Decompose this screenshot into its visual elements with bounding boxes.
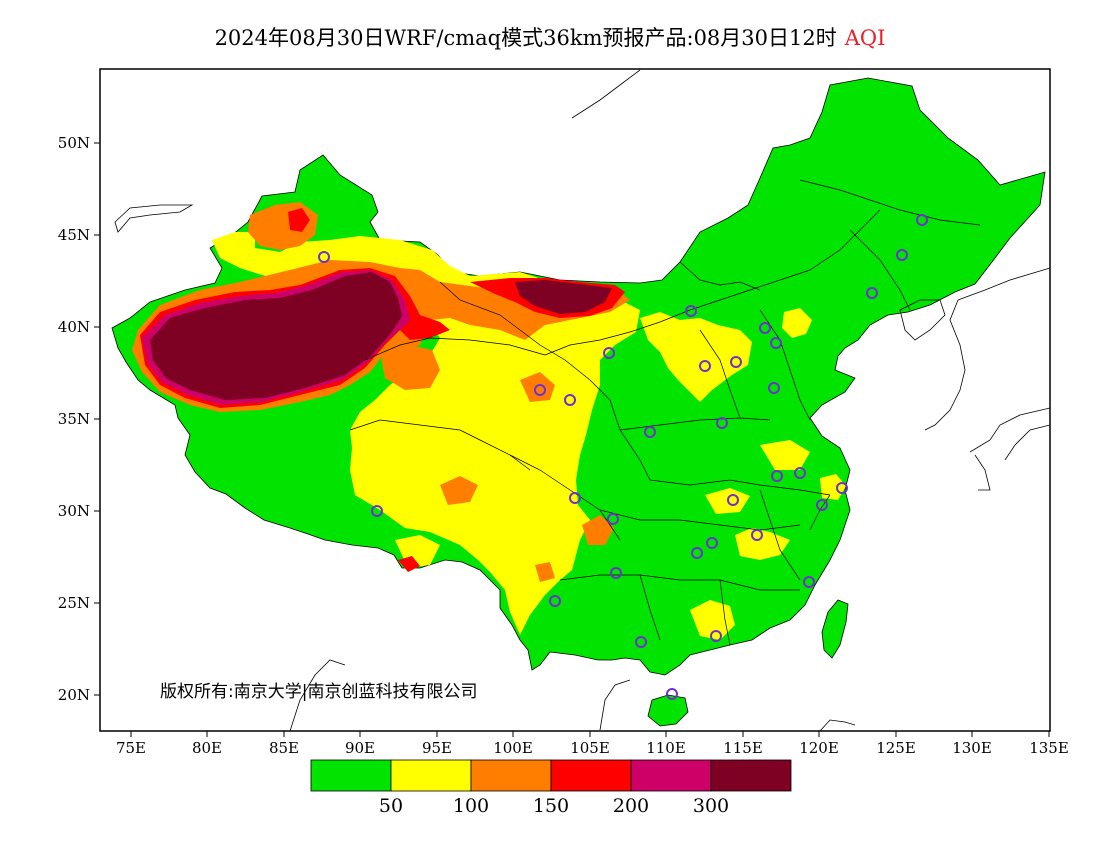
station-marker (771, 470, 783, 482)
x-tick-label: 110E (646, 739, 686, 757)
x-tick-label: 115E (723, 739, 763, 757)
x-tick-label: 120E (799, 739, 839, 757)
x-tick-label: 130E (952, 739, 992, 757)
colorbar-label: 100 (453, 795, 489, 817)
colorbar-label: 50 (379, 795, 403, 817)
colorbar-swatch-unhealthy (550, 759, 632, 792)
station-marker (768, 382, 780, 394)
station-marker (685, 305, 697, 317)
zone-unhealthy-patch-1 (288, 208, 310, 232)
y-tick-label: 30N (58, 502, 90, 520)
station-marker (691, 547, 703, 559)
station-marker (727, 494, 739, 506)
x-tick-label: 125E (876, 739, 916, 757)
station-marker (794, 467, 806, 479)
x-tick-label: 105E (570, 739, 610, 757)
title-text: 2024年08月30日WRF/cmaq模式36km预报产品:08月30日12时 (214, 26, 837, 50)
station-marker (666, 688, 678, 700)
colorbar-swatch-very-unhealthy (630, 759, 712, 792)
station-marker (699, 360, 711, 372)
station-marker (569, 492, 581, 504)
station-marker (635, 636, 647, 648)
station-marker (603, 347, 615, 359)
copyright-text: 版权所有:南京大学|南京创蓝科技有限公司 (160, 682, 477, 702)
zone-sensitive-patch-4 (520, 372, 555, 402)
x-tick-label: 90E (345, 739, 375, 757)
colorbar-label: 300 (693, 795, 729, 817)
station-marker (564, 394, 576, 406)
colorbar-labels: 50 100 150 200 300 (379, 795, 729, 817)
station-marker (896, 249, 908, 261)
station-marker (836, 482, 848, 494)
station-marker (803, 576, 815, 588)
zone-unhealthy-patch-2 (398, 556, 420, 572)
y-tick-label: 35N (58, 410, 90, 428)
colorbar-swatch-good (310, 759, 392, 792)
title-variable: AQI (844, 26, 886, 50)
foreign-coastlines (114, 69, 1050, 731)
x-tick-label: 80E (192, 739, 222, 757)
x-axis-labels: 75E 80E 85E 90E 95E 100E 105E 110E 115E … (116, 739, 1069, 757)
y-tick-label: 40N (58, 318, 90, 336)
x-tick-label: 85E (269, 739, 299, 757)
station-marker (710, 630, 722, 642)
station-marker (816, 499, 828, 511)
province-boundaries (349, 179, 981, 646)
station-marker (549, 595, 561, 607)
station-marker (371, 505, 383, 517)
station-marker (706, 537, 718, 549)
station-marker (770, 337, 782, 349)
station-marker (534, 384, 546, 396)
x-tick-label: 95E (422, 739, 452, 757)
y-tick-label: 20N (58, 686, 90, 704)
y-tick-label: 25N (58, 594, 90, 612)
zone-moderate-patch-4 (820, 474, 846, 500)
station-marker (716, 417, 728, 429)
zone-moderate-patch-1 (782, 308, 812, 338)
zone-moderate-patch-2 (735, 528, 790, 560)
zone-sensitive-patch-6 (535, 562, 555, 582)
zone-moderate-north-china (640, 312, 752, 402)
station-marker (866, 287, 878, 299)
station-marker (916, 214, 928, 226)
y-tick-label: 45N (58, 226, 90, 244)
y-axis-labels: 50N 45N 40N 35N 30N 25N 20N (58, 134, 90, 704)
colorbar-swatch-hazardous (710, 759, 792, 792)
colorbar (310, 759, 792, 792)
x-tick-label: 100E (493, 739, 533, 757)
hainan-island (647, 694, 689, 727)
colorbar-swatch-sensitive (470, 759, 552, 792)
station-marker (730, 356, 742, 368)
axis-ticks (94, 142, 1050, 737)
station-marker (751, 529, 763, 541)
station-markers (318, 214, 928, 700)
station-marker (644, 426, 656, 438)
station-marker (607, 513, 619, 525)
zone-sensitive-patch-5 (582, 515, 614, 545)
taiwan-island (821, 599, 849, 659)
station-marker (318, 251, 330, 263)
x-tick-label: 135E (1029, 739, 1069, 757)
colorbar-label: 200 (613, 795, 649, 817)
zone-hazardous-tarim (150, 272, 402, 400)
zone-hazardous-alxa (515, 280, 612, 314)
station-marker (759, 322, 771, 334)
zone-moderate-patch-7 (760, 440, 810, 470)
colorbar-label: 150 (533, 795, 569, 817)
map-title: 2024年08月30日WRF/cmaq模式36km预报产品:08月30日12时 A… (0, 22, 1100, 52)
x-tick-label: 75E (116, 739, 146, 757)
colorbar-swatch-moderate (390, 759, 472, 792)
y-tick-label: 50N (58, 134, 90, 152)
zone-sensitive-patch-2 (380, 345, 440, 390)
station-marker (610, 567, 622, 579)
zone-sensitive-patch-3 (440, 476, 478, 505)
